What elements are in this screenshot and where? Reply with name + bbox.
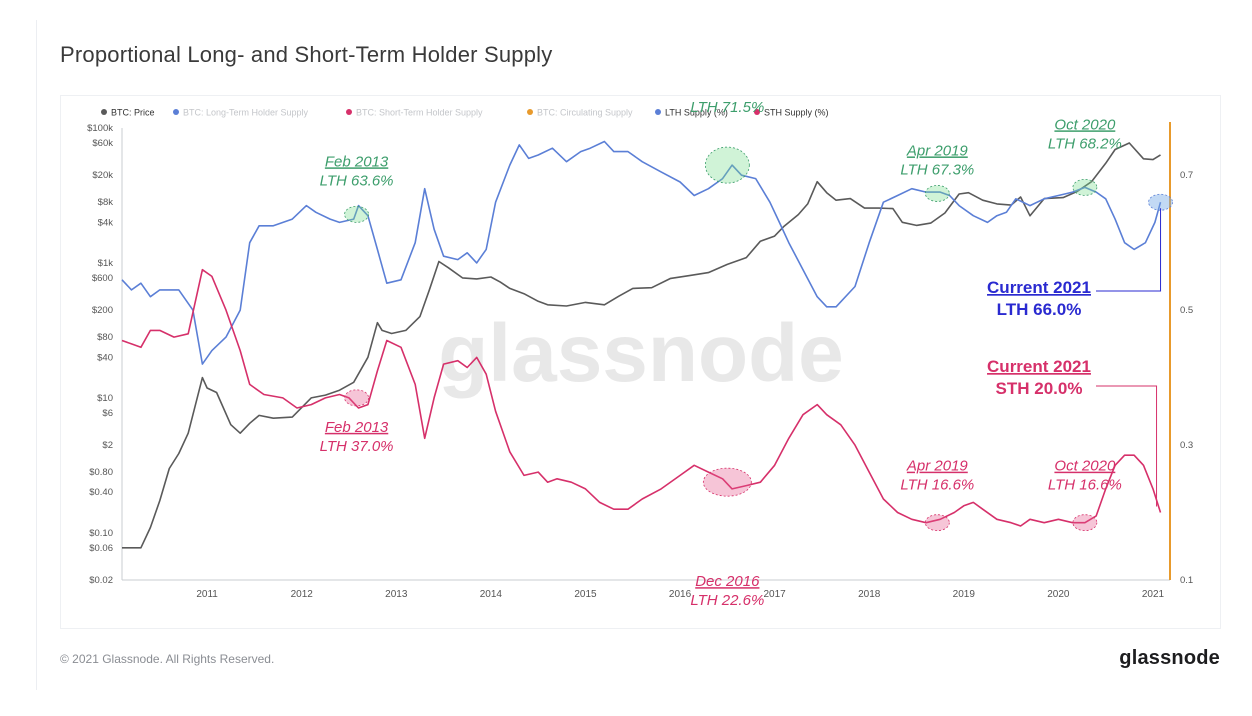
y-left-tick-label: $0.02 — [89, 575, 113, 586]
legend-item[interactable]: LTH Supply (%) — [655, 108, 728, 118]
y-left-tick-label: $40 — [97, 352, 113, 363]
callout-leader-line — [1096, 208, 1162, 292]
y-left-tick-label: $2 — [102, 440, 113, 451]
annotation-date: Dec 2016 — [695, 573, 760, 590]
legend-label: BTC: Price — [111, 108, 155, 118]
annotation-date: Oct 2020 — [1054, 116, 1116, 133]
y-left-tick-label: $1k — [98, 258, 114, 269]
y-left-tick-label: $20k — [92, 170, 113, 181]
page-title: Proportional Long- and Short-Term Holder… — [60, 42, 553, 67]
annotation-value: LTH 16.6% — [1048, 477, 1122, 494]
legend-label: BTC: Long-Term Holder Supply — [183, 108, 309, 118]
annotation-value: LTH 67.3% — [900, 161, 974, 178]
price-series-line — [122, 142, 1161, 549]
y-left-tick-label: $600 — [92, 273, 113, 284]
callout-value: STH 20.0% — [996, 379, 1083, 398]
glassnode-logo[interactable]: glassnode — [1119, 647, 1220, 669]
annotation-value: LTH 37.0% — [320, 438, 394, 455]
y-left-tick-label: $80 — [97, 332, 113, 343]
x-tick-label: 2018 — [858, 589, 881, 600]
legend-label: BTC: Circulating Supply — [537, 108, 633, 118]
x-tick-label: 2011 — [196, 589, 218, 600]
copyright-text: © 2021 Glassnode. All Rights Reserved. — [60, 652, 275, 666]
annotation-date: Apr 2019 — [906, 458, 969, 475]
legend-label: LTH Supply (%) — [665, 108, 728, 118]
y-left-tick-label: $8k — [98, 197, 114, 208]
annotation-date: Oct 2020 — [1054, 458, 1116, 475]
highlight-ellipse — [702, 467, 752, 497]
legend-label: BTC: Short-Term Holder Supply — [356, 108, 483, 118]
highlight-ellipse — [344, 205, 369, 223]
annotation-date: Dec 2016 — [695, 96, 760, 97]
y-left-tick-label: $200 — [92, 305, 113, 316]
x-tick-label: 2019 — [953, 589, 976, 600]
y-left-tick-label: $0.80 — [89, 467, 113, 478]
chart-card: glassnode $100k $60k $20k $8k $4k $1k $600 $200 $… — [60, 95, 1221, 629]
legend-item[interactable]: BTC: Price — [101, 108, 155, 118]
annotation-value: LTH 16.6% — [900, 477, 974, 494]
highlight-ellipse — [924, 514, 950, 532]
annotation-date: Feb 2013 — [325, 153, 389, 170]
annotation-date: Feb 2013 — [325, 419, 389, 436]
lth-series-line — [121, 140, 1162, 365]
annotation-value: LTH 68.2% — [1048, 135, 1122, 152]
highlight-ellipse — [1148, 193, 1173, 211]
x-tick-label: 2017 — [764, 589, 787, 600]
legend-swatch — [527, 109, 533, 115]
callout-title: Current 2021 — [987, 278, 1091, 297]
legend-swatch — [173, 109, 179, 115]
legend-swatch — [346, 109, 352, 115]
x-tick-label: 2012 — [291, 589, 314, 600]
callout-title: Current 2021 — [987, 357, 1091, 376]
annotation-value: LTH 63.6% — [320, 172, 394, 189]
highlight-ellipse — [704, 146, 750, 184]
legend-item[interactable]: BTC: Long-Term Holder Supply — [173, 108, 309, 118]
y-right-tick-label: 0.7 — [1180, 170, 1193, 181]
highlight-ellipse — [924, 185, 950, 202]
legend-item[interactable]: BTC: Circulating Supply — [527, 108, 633, 118]
y-left-tick-label: $0.06 — [89, 543, 113, 554]
callout-leader-line — [1096, 385, 1158, 507]
y-left-tick-label: $6 — [102, 408, 113, 419]
y-left-tick-label: $10 — [97, 393, 113, 404]
x-tick-label: 2014 — [480, 589, 503, 600]
y-left-tick-label: $60k — [92, 138, 113, 149]
sth-series-line — [121, 268, 1162, 527]
y-right-tick-label: 0.1 — [1180, 575, 1193, 586]
highlight-ellipse — [1072, 178, 1098, 196]
x-tick-label: 2021 — [1142, 589, 1165, 600]
x-tick-label: 2015 — [574, 589, 597, 600]
annotation-value: LTH 71.5% — [690, 99, 764, 116]
legend-swatch — [655, 109, 661, 115]
y-left-tick-label: $0.10 — [89, 528, 113, 539]
legend-item[interactable]: BTC: Short-Term Holder Supply — [346, 108, 483, 118]
highlight-ellipse — [344, 389, 369, 407]
highlight-ellipse — [1072, 514, 1098, 532]
x-tick-label: 2013 — [385, 589, 408, 600]
y-right-tick-label: 0.5 — [1180, 305, 1193, 316]
y-left-tick-label: $100k — [87, 123, 113, 134]
legend-label: STH Supply (%) — [764, 108, 829, 118]
legend-swatch — [101, 109, 107, 115]
x-tick-label: 2016 — [669, 589, 692, 600]
annotation-value: LTH 22.6% — [690, 592, 764, 609]
annotation-date: Apr 2019 — [906, 142, 969, 159]
y-right-tick-label: 0.3 — [1180, 440, 1193, 451]
y-left-tick-label: $4k — [98, 217, 114, 228]
callout-value: LTH 66.0% — [997, 300, 1082, 319]
legend-swatch — [754, 109, 760, 115]
y-left-tick-label: $0.40 — [89, 487, 113, 498]
watermark-text: glassnode — [438, 308, 844, 399]
x-tick-label: 2020 — [1047, 589, 1070, 600]
chart-svg: glassnode $100k $60k $20k $8k $4k $1k $600 $200 $… — [87, 96, 1193, 609]
page-left-rule — [36, 20, 37, 690]
legend-item[interactable]: STH Supply (%) — [754, 108, 829, 118]
